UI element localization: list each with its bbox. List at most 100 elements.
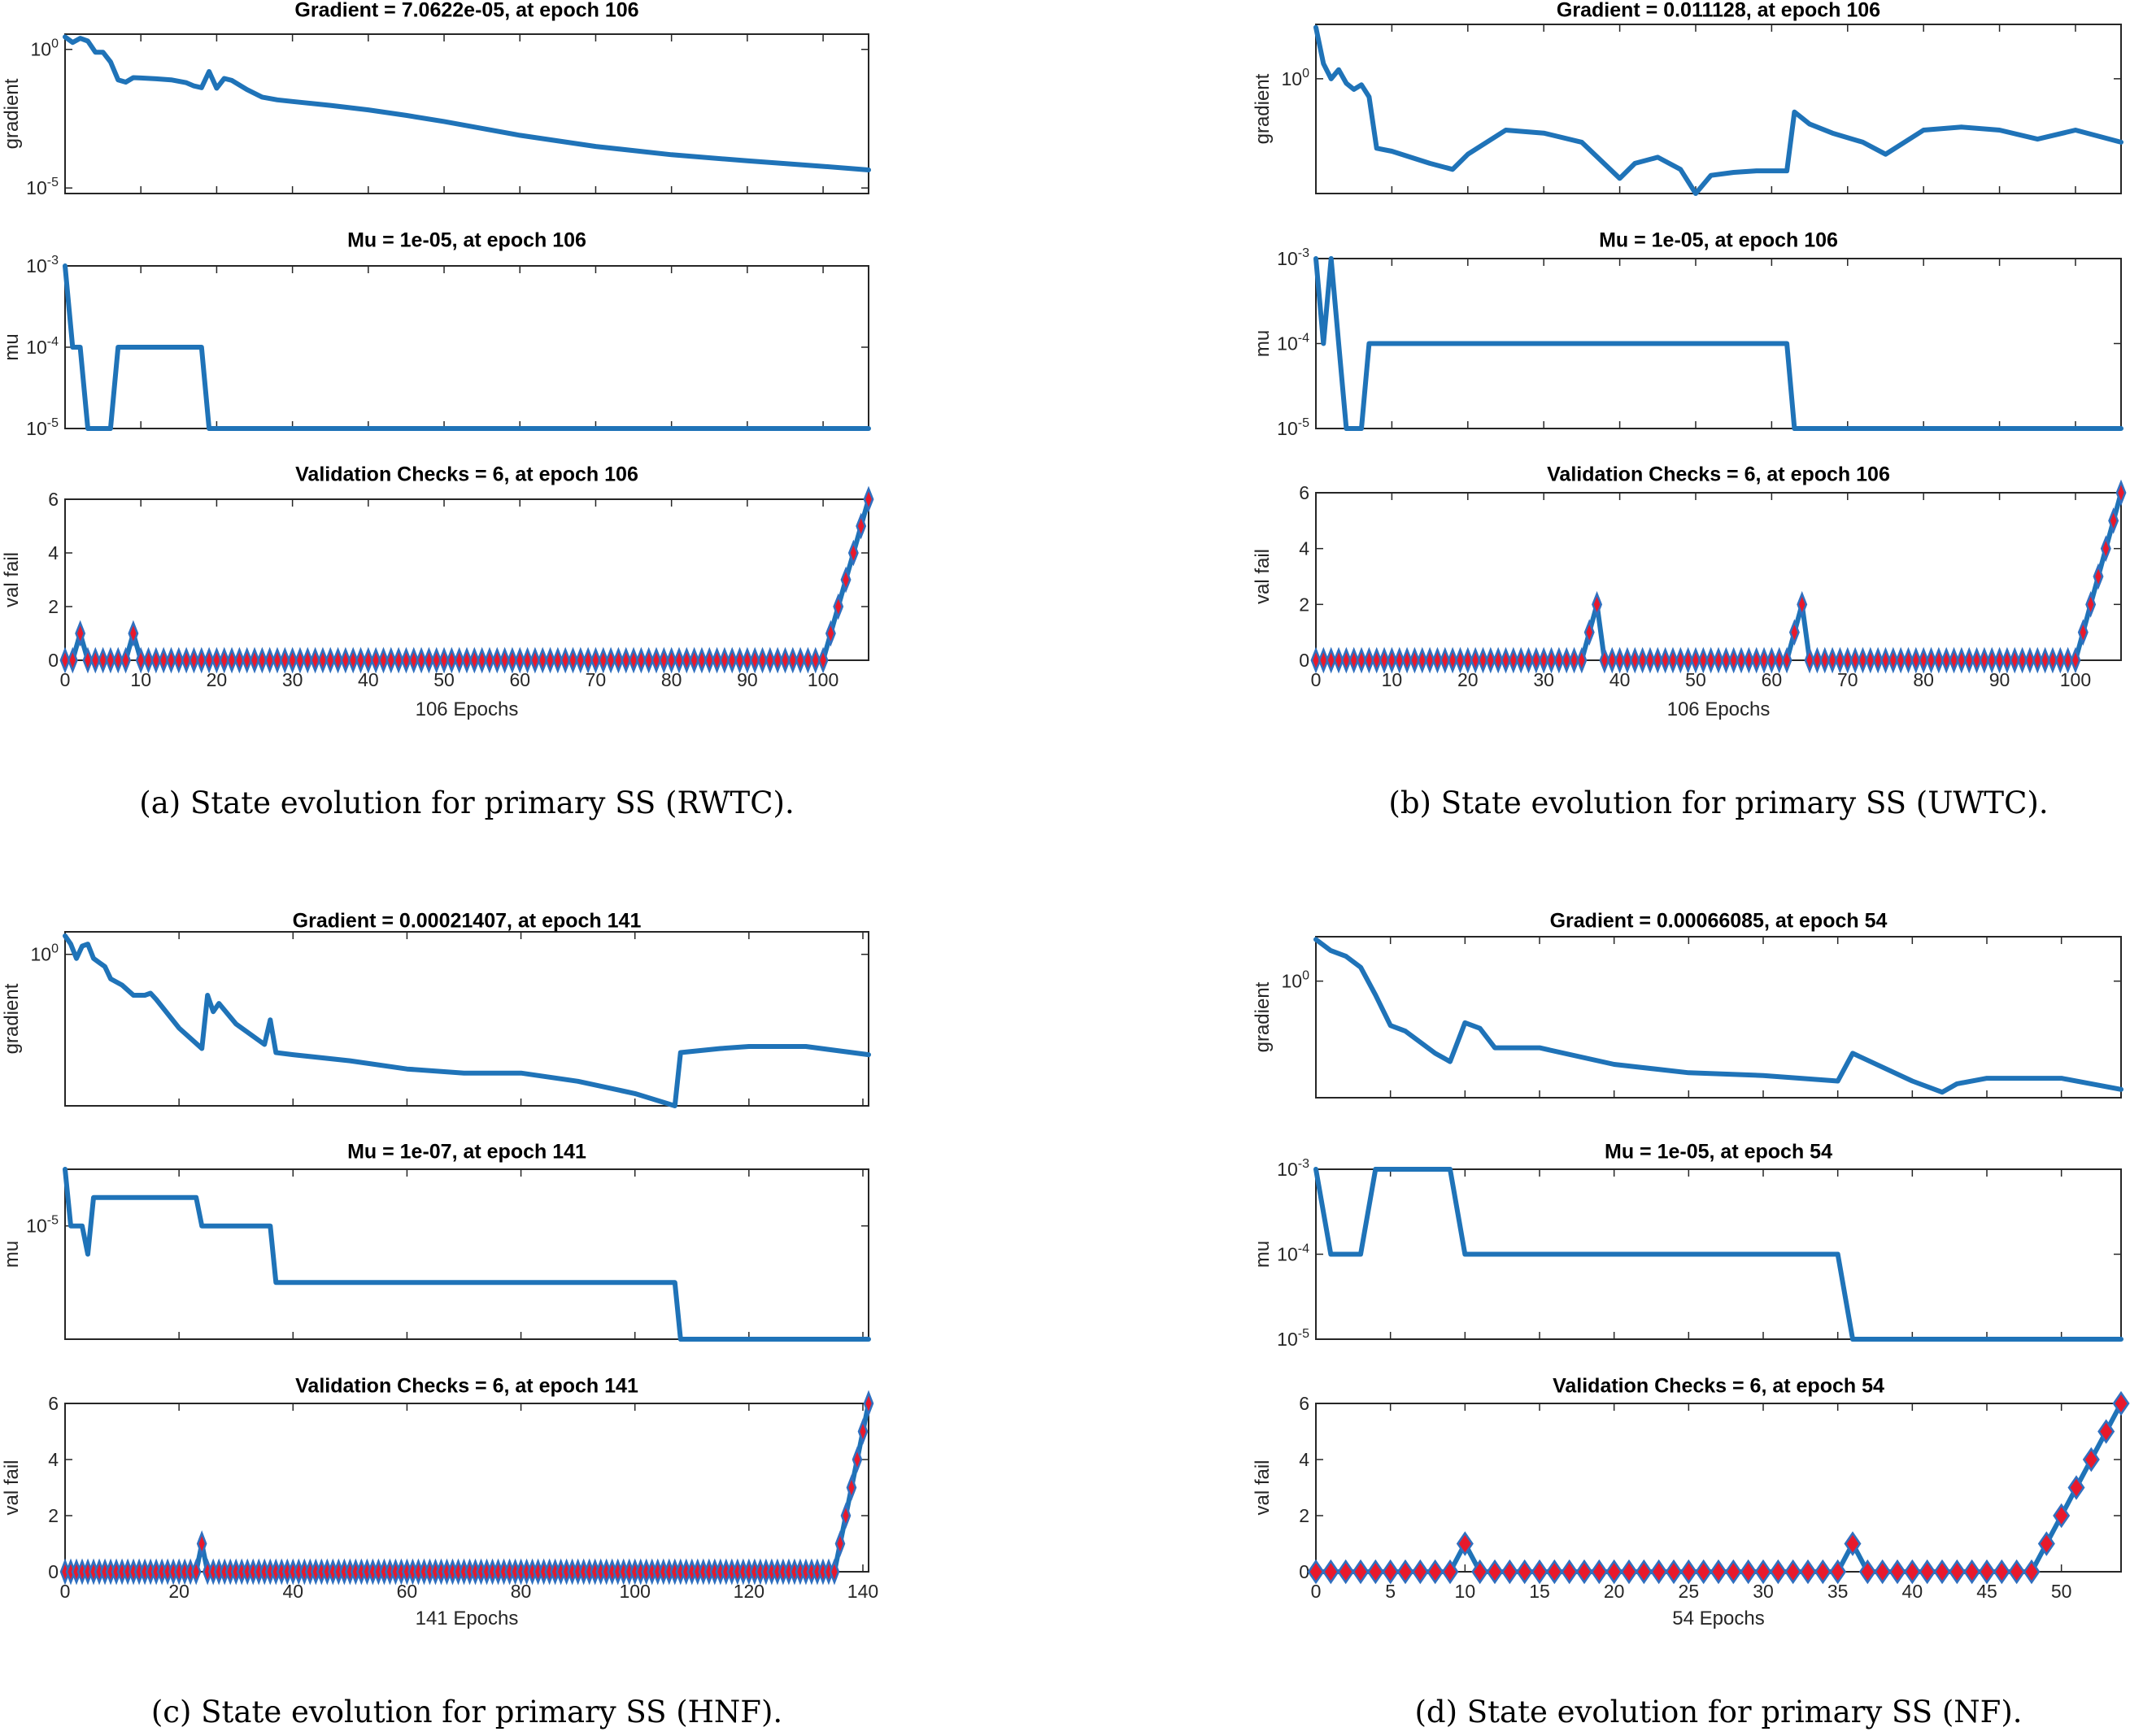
val-fail-marker <box>612 646 624 674</box>
val-fail-marker <box>1382 1559 1400 1585</box>
series-line <box>1313 256 2123 431</box>
x-tick-label: 40 <box>282 1581 303 1602</box>
x-tick-label: 15 <box>1529 1581 1550 1602</box>
panel-b-1: Gradient = 0.011128, at epoch 106 gradien… <box>1252 0 2123 196</box>
val-fail-marker <box>2077 619 2089 646</box>
x-tick-label: 30 <box>1533 669 1554 690</box>
val-fail-marker <box>2002 646 2013 674</box>
val-fail-marker <box>1827 646 1838 674</box>
val-fail-marker <box>1462 646 1474 674</box>
val-fail-marker <box>2067 1475 2085 1500</box>
y-tick-label: 10-3 <box>26 254 59 276</box>
val-fail-marker <box>59 646 71 674</box>
panel-title: Gradient = 0.00066085, at epoch 54 <box>1550 910 1888 933</box>
val-fail-marker <box>1910 646 1922 674</box>
x-tick-label: 25 <box>1679 1581 1700 1602</box>
val-fail-marker <box>196 646 207 674</box>
x-tick-label: 40 <box>1609 669 1631 690</box>
y-tick-label: 10-4 <box>26 335 59 358</box>
subfigure-b: Gradient = 0.011128, at epoch 106 gradien… <box>1252 0 2127 820</box>
x-tick-label: 10 <box>130 669 151 690</box>
x-tick-label: 0 <box>60 1581 71 1602</box>
val-fail-marker <box>242 646 253 674</box>
val-fail-marker <box>1409 646 1420 674</box>
val-fail-marker <box>190 1558 202 1586</box>
val-fail-marker <box>2032 646 2043 674</box>
val-fail-marker <box>772 646 783 674</box>
val-fail-marker <box>568 646 578 674</box>
panel-title: Mu = 1e-05, at epoch 54 <box>1605 1141 1832 1164</box>
val-fail-marker <box>294 646 306 674</box>
y-axis-label: mu <box>1 1241 23 1268</box>
x-tick-label: 80 <box>511 1581 532 1602</box>
val-fail-marker <box>1307 1559 1325 1585</box>
y-axis-label: val fail <box>1252 549 1274 604</box>
val-fail-marker <box>105 646 116 674</box>
val-fail-marker <box>1635 1559 1653 1585</box>
val-fail-marker <box>1599 646 1610 674</box>
val-fail-marker <box>363 646 374 674</box>
val-fail-marker <box>507 646 518 674</box>
val-fail-marker <box>233 646 245 674</box>
x-tick-label: 100 <box>2060 669 2091 690</box>
val-fail-marker <box>810 646 821 674</box>
val-fail-marker <box>211 646 222 674</box>
val-fail-marker <box>1994 646 2006 674</box>
val-fail-marker <box>188 646 199 674</box>
series-line <box>1313 1167 2123 1342</box>
val-fail-marker <box>829 1558 840 1586</box>
val-fail-marker <box>1576 646 1588 674</box>
val-fail-marker <box>385 646 397 674</box>
val-fail-marker <box>75 620 86 647</box>
val-fail-marker <box>1569 646 1580 674</box>
val-fail-marker <box>393 646 404 674</box>
val-fail-marker <box>355 646 366 674</box>
val-fail-marker <box>590 646 601 674</box>
val-fail-marker <box>582 646 594 674</box>
val-fail-marker <box>67 646 78 674</box>
val-fail-marker <box>1784 1559 1802 1585</box>
val-fail-marker <box>2115 479 2127 507</box>
val-fail-marker <box>1411 1559 1429 1585</box>
y-axis-label: gradient <box>1252 73 1274 144</box>
y-tick-label: 100 <box>1282 969 1310 992</box>
val-fail-marker <box>1424 646 1435 674</box>
y-axis-label: val fail <box>1 1460 23 1515</box>
subfigure-d: Gradient = 0.00066085, at epoch 54 gradie… <box>1252 910 2130 1729</box>
val-fail-marker <box>1728 646 1740 674</box>
y-axis-label: val fail <box>1252 1460 1274 1515</box>
val-fail-marker <box>1963 646 1975 674</box>
val-fail-marker <box>1396 1559 1414 1585</box>
y-tick-label: 6 <box>1299 1393 1309 1414</box>
val-fail-marker <box>1427 1559 1444 1585</box>
val-fail-marker <box>98 646 109 674</box>
val-fail-marker <box>431 646 442 674</box>
y-tick-label: 4 <box>48 1449 59 1470</box>
plot-frame <box>64 931 869 1107</box>
x-tick-label: 30 <box>282 669 303 690</box>
val-fail-marker <box>2008 1559 2026 1585</box>
y-tick-label: 10-5 <box>26 416 59 439</box>
val-fail-marker <box>817 646 829 674</box>
panel-a-3: Validation Checks = 6, at epoch 106 val f… <box>1 463 874 690</box>
val-fail-marker <box>2070 646 2081 674</box>
val-fail-marker <box>1431 646 1443 674</box>
val-fail-marker <box>1492 646 1504 674</box>
x-tick-label: 50 <box>2051 1581 2072 1602</box>
val-fail-marker <box>1326 646 1337 674</box>
x-tick-label: 80 <box>661 669 682 690</box>
val-fail-marker <box>1736 646 1747 674</box>
val-fail-marker <box>1865 646 1876 674</box>
x-tick-label: 20 <box>1457 669 1479 690</box>
val-fail-marker <box>1811 646 1823 674</box>
val-fail-marker <box>1754 1559 1772 1585</box>
val-fail-marker <box>2009 646 2020 674</box>
val-fail-marker <box>749 646 760 674</box>
val-fail-marker <box>1948 1559 1966 1585</box>
val-fail-marker <box>1486 1559 1504 1585</box>
panel-b-2: Mu = 1e-05, at epoch 106 mu 10-3 10-4 10-5 <box>1252 229 2123 439</box>
val-fail-marker <box>499 646 511 674</box>
val-fail-marker <box>537 646 548 674</box>
x-tick-label: 40 <box>1902 1581 1923 1602</box>
val-fail-marker <box>1447 646 1458 674</box>
